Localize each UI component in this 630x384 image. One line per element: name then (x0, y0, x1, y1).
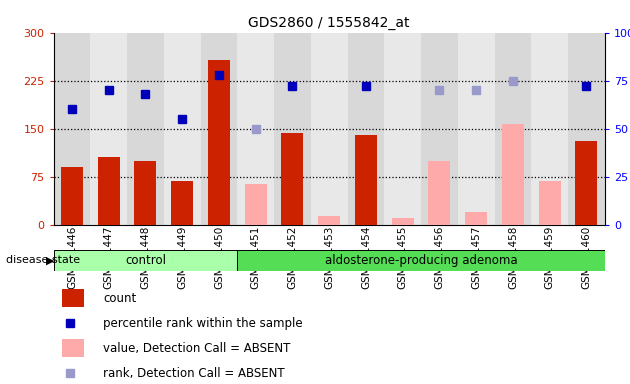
Bar (238, 250, 605, 271)
Bar (164, 33, 200, 225)
Bar (90, 33, 127, 225)
Bar (274, 33, 311, 225)
Bar (428, 161, 450, 225)
Bar (54, 250, 238, 271)
Bar (238, 33, 274, 225)
Text: count: count (103, 292, 137, 305)
Bar (171, 181, 193, 225)
Bar (282, 133, 304, 225)
Bar (134, 161, 156, 225)
Bar (392, 218, 414, 225)
Text: control: control (125, 254, 166, 266)
Text: ▶: ▶ (46, 255, 54, 265)
Bar (421, 33, 458, 225)
Bar (502, 124, 524, 225)
Bar (495, 33, 531, 225)
Bar (384, 33, 421, 225)
Bar (200, 33, 238, 225)
Bar (61, 167, 83, 225)
Text: aldosterone-producing adenoma: aldosterone-producing adenoma (324, 254, 517, 266)
Bar (355, 135, 377, 225)
Bar (539, 181, 561, 225)
Bar (208, 60, 230, 225)
Bar (458, 33, 495, 225)
Title: GDS2860 / 1555842_at: GDS2860 / 1555842_at (248, 16, 410, 30)
Bar (575, 141, 597, 225)
Bar (568, 33, 605, 225)
Bar (62, 339, 84, 357)
Bar (244, 184, 266, 225)
Bar (318, 216, 340, 225)
Text: value, Detection Call = ABSENT: value, Detection Call = ABSENT (103, 342, 290, 355)
Bar (311, 33, 348, 225)
Bar (98, 157, 120, 225)
Bar (127, 33, 164, 225)
Bar (465, 212, 487, 225)
Bar (54, 33, 90, 225)
Bar (348, 33, 384, 225)
Text: disease state: disease state (6, 255, 81, 265)
Bar (62, 289, 84, 307)
Bar (531, 33, 568, 225)
Text: percentile rank within the sample: percentile rank within the sample (103, 317, 303, 330)
Text: rank, Detection Call = ABSENT: rank, Detection Call = ABSENT (103, 367, 285, 380)
